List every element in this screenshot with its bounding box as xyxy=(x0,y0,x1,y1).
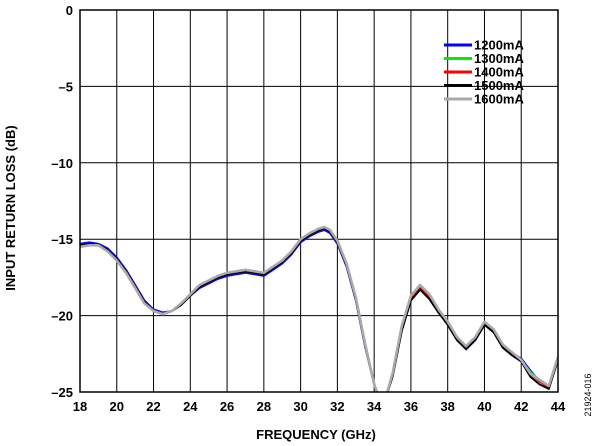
y-tick-label: –20 xyxy=(51,309,73,324)
x-tick-label: 36 xyxy=(404,399,418,414)
y-tick-label: 0 xyxy=(66,3,73,18)
x-tick-label: 26 xyxy=(220,399,234,414)
y-axis-title: INPUT RETURN LOSS (dB) xyxy=(3,125,18,290)
plot-frame xyxy=(79,9,559,393)
y-tick-label: –15 xyxy=(51,232,73,247)
x-tick-label: 18 xyxy=(73,399,87,414)
x-tick-label: 22 xyxy=(146,399,160,414)
legend-label: 1600mA xyxy=(474,92,524,107)
legend-label: 1200mA xyxy=(474,38,524,53)
series-line-1600mA xyxy=(80,225,558,392)
x-tick-label: 38 xyxy=(440,399,454,414)
series-line-1200mA xyxy=(80,229,558,392)
x-tick-label: 40 xyxy=(477,399,491,414)
x-tick-label: 34 xyxy=(367,399,382,414)
legend-label: 1500mA xyxy=(474,78,524,93)
y-tick-label: –10 xyxy=(51,156,73,171)
figure-id: 21924-016 xyxy=(583,373,593,416)
series-line-1500mA xyxy=(80,227,558,392)
series-lines xyxy=(80,225,558,392)
x-axis-title: FREQUENCY (GHz) xyxy=(256,427,376,442)
axes: 18 20 22 24 26 28 30 32 34 36 38 40 42 44 0 –5 –10 –15 –20… xyxy=(51,3,566,414)
x-tick-label: 44 xyxy=(551,399,566,414)
x-tick-label: 24 xyxy=(183,399,198,414)
x-tick-label: 20 xyxy=(110,399,124,414)
series-line-1300mA xyxy=(80,227,558,392)
x-tick-label: 32 xyxy=(330,399,344,414)
y-tick-label: –5 xyxy=(59,79,73,94)
legend-label: 1400mA xyxy=(474,65,524,80)
x-tick-label: 30 xyxy=(293,399,307,414)
x-tick-label: 28 xyxy=(257,399,271,414)
y-tick-label: –25 xyxy=(51,385,73,400)
grid xyxy=(80,10,558,392)
legend-label: 1300mA xyxy=(474,51,524,66)
x-tick-label: 42 xyxy=(514,399,528,414)
series-line-1400mA xyxy=(80,227,558,392)
